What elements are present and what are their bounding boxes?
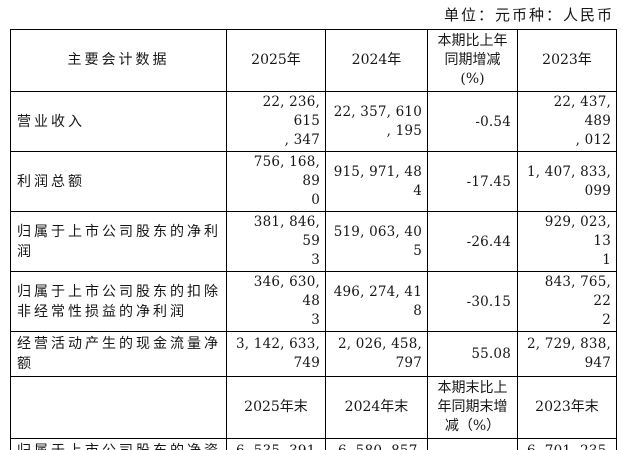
change-pct-cell: 55.08 <box>427 331 518 377</box>
value-2024-cell: 915, 971, 48 4 <box>325 151 428 212</box>
value-2025-cell: 756, 168, 89 0 <box>226 151 326 212</box>
value-2023-cell: 843, 765, 22 2 <box>517 271 617 332</box>
value-2024-cell: 22, 357, 610 , 195 <box>325 91 428 152</box>
header-2023-end: 2023年末 <box>517 376 617 439</box>
change-pct-cell: -26.44 <box>427 211 518 272</box>
header-metric-empty <box>10 376 227 439</box>
value-2023-cell: 1, 407, 833, 099 <box>517 151 617 212</box>
change-pct-cell: -0.54 <box>427 91 518 152</box>
metric-label-cell: 经营活动产生的现金流量净 额 <box>10 331 227 377</box>
header-metric: 主要会计数据 <box>10 29 227 92</box>
table-row-net-profit-excl-nonrecurring: 归属于上市公司股东的扣除 非经常性损益的净利润 346, 630, 48 3 4… <box>10 271 617 332</box>
header-2024-end: 2024年末 <box>325 376 428 439</box>
header-2025: 2025年 <box>226 29 326 92</box>
value-2023-cell: 6, 701, 235, 576 <box>517 438 617 450</box>
value-2023-cell: 929, 023, 13 1 <box>517 211 617 272</box>
metric-label-cell: 归属于上市公司股东的净资 产 <box>10 438 227 450</box>
table-row-net-profit: 归属于上市公司股东的净利 润 381, 846, 59 3 519, 063, … <box>10 211 617 272</box>
metric-label-cell: 营业收入 <box>10 91 227 152</box>
header-2025-end: 2025年末 <box>226 376 326 439</box>
table-row-net-assets: 归属于上市公司股东的净资 产 6, 535, 391, 985 6, 580, … <box>10 438 617 450</box>
metric-label-cell: 归属于上市公司股东的扣除 非经常性损益的净利润 <box>10 271 227 332</box>
change-pct-cell: -0.69 <box>427 438 518 450</box>
financial-summary-table: 主要会计数据 2025年 2024年 本期比上年 同期增减 (%) 2023年 … <box>10 29 617 450</box>
value-2024-cell: 2, 026, 458, 797 <box>325 331 428 377</box>
table-header-annual: 主要会计数据 2025年 2024年 本期比上年 同期增减 (%) 2023年 <box>10 29 617 92</box>
header-end-change-pct: 本期末比上 年同期末增 减（%） <box>427 376 518 439</box>
value-2023-cell: 2, 729, 838, 947 <box>517 331 617 377</box>
header-change-pct: 本期比上年 同期增减 (%) <box>427 29 518 92</box>
value-2025-cell: 22, 236, 615 , 347 <box>226 91 326 152</box>
table-row-operating-cash-flow: 经营活动产生的现金流量净 额 3, 142, 633, 749 2, 026, … <box>10 331 617 377</box>
change-pct-cell: -17.45 <box>427 151 518 212</box>
table-row-total-profit: 利润总额 756, 168, 89 0 915, 971, 48 4 -17.4… <box>10 151 617 212</box>
change-pct-cell: -30.15 <box>427 271 518 332</box>
table-row-revenue: 营业收入 22, 236, 615 , 347 22, 357, 610 , 1… <box>10 91 617 152</box>
value-2025-cell: 3, 142, 633, 749 <box>226 331 326 377</box>
value-2025-cell: 346, 630, 48 3 <box>226 271 326 332</box>
unit-note: 单位：元币种：人民币 <box>443 6 614 24</box>
value-2023-cell: 22, 437, 489 , 012 <box>517 91 617 152</box>
table-header-period-end: 2025年末 2024年末 本期末比上 年同期末增 减（%） 2023年末 <box>10 376 617 439</box>
value-2024-cell: 6, 580, 857, 270 <box>325 438 428 450</box>
value-2024-cell: 496, 274, 41 8 <box>325 271 428 332</box>
value-2024-cell: 519, 063, 40 5 <box>325 211 428 272</box>
value-2025-cell: 381, 846, 59 3 <box>226 211 326 272</box>
value-2025-cell: 6, 535, 391, 985 <box>226 438 326 450</box>
metric-label-cell: 利润总额 <box>10 151 227 212</box>
header-2023: 2023年 <box>517 29 617 92</box>
header-2024: 2024年 <box>325 29 428 92</box>
metric-label-cell: 归属于上市公司股东的净利 润 <box>10 211 227 272</box>
